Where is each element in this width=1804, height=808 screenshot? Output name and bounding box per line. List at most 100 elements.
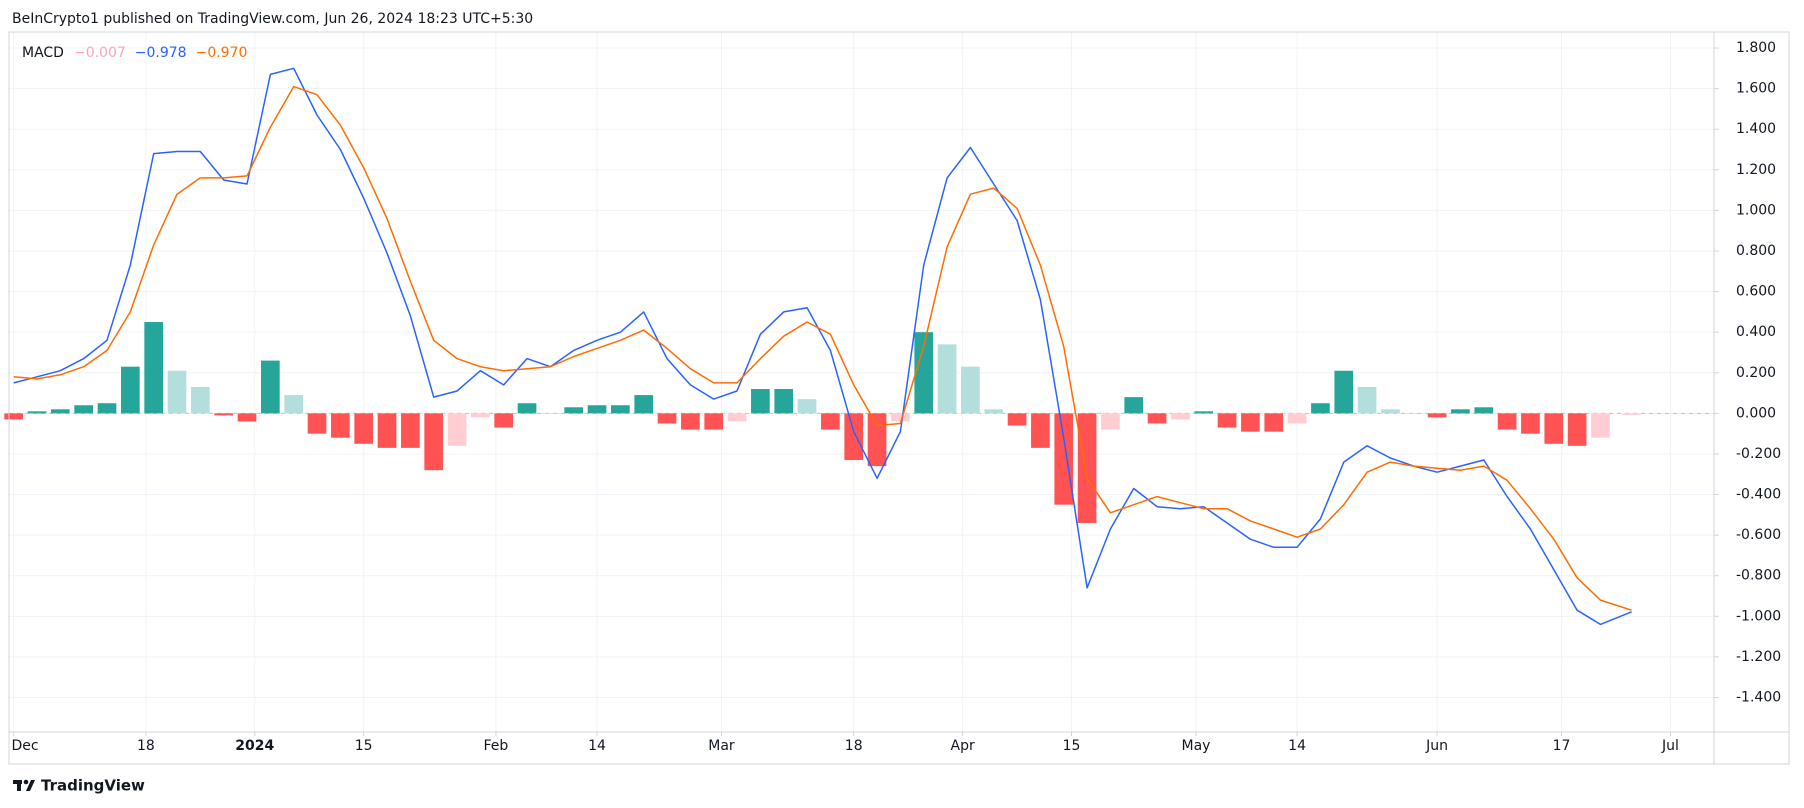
footer-logo (13, 779, 35, 791)
histogram-bar (214, 413, 234, 416)
x-tick-label: 14 (588, 738, 606, 754)
x-tick-label: 2024 (235, 738, 274, 754)
x-tick-label: Jul (1661, 738, 1679, 754)
histogram-bar (1147, 413, 1167, 424)
histogram-bar (704, 413, 724, 430)
histogram-bar (284, 395, 304, 414)
line (13, 85, 1632, 611)
histogram-bar (634, 395, 654, 414)
histogram-bar (961, 366, 980, 414)
histogram-bar (1054, 413, 1074, 505)
y-tick-label: -0.400 (1736, 487, 1781, 503)
histogram-bar (494, 413, 514, 428)
histogram-bar (27, 411, 47, 414)
y-tick-label: 0.400 (1736, 324, 1776, 340)
histogram-bar (844, 413, 864, 461)
histogram-bar (354, 413, 374, 444)
footer: TradingView (41, 777, 145, 795)
legend-title: MACD (22, 45, 64, 61)
histogram-bar (4, 413, 24, 420)
histogram-bar (261, 360, 280, 414)
histogram-bar (1497, 413, 1517, 430)
histogram-bar (1077, 413, 1097, 523)
histogram-bar (1622, 413, 1641, 415)
histogram-bar (377, 413, 397, 448)
legend-value: −0.007 (74, 45, 126, 61)
x-tick-label: 15 (355, 738, 373, 754)
histogram-bar (307, 413, 327, 434)
histogram-bar (191, 386, 210, 414)
x-tick-label: Apr (951, 738, 975, 754)
histogram-bar (1311, 403, 1330, 414)
histogram-bar (97, 403, 117, 414)
histogram-bar (121, 366, 140, 414)
histogram-bar (1217, 413, 1237, 428)
y-tick-label: -0.800 (1736, 568, 1781, 584)
histogram-bar (891, 413, 910, 422)
legend-value: −0.978 (135, 45, 187, 61)
histogram-bar (564, 407, 584, 414)
line (13, 67, 1632, 626)
y-tick-label: -0.600 (1736, 527, 1781, 543)
histogram-bar (401, 413, 420, 448)
y-tick-label: 0.200 (1736, 365, 1776, 381)
x-tick-label: May (1181, 738, 1210, 754)
histogram-bar (51, 409, 70, 414)
histogram-bar (1287, 413, 1307, 424)
histogram-bar (984, 409, 1004, 414)
histogram-bar (471, 413, 490, 418)
histogram-bar (587, 405, 607, 414)
histogram-bar (541, 413, 560, 414)
histogram-bar (681, 413, 700, 430)
histogram-bar (657, 413, 677, 424)
histogram-bar (517, 403, 537, 414)
histogram-bar (424, 413, 444, 471)
y-tick-label: 0.600 (1736, 284, 1776, 300)
histogram-bar (1264, 413, 1284, 432)
x-tick-label: 18 (845, 738, 863, 754)
histogram-bar (1567, 413, 1587, 446)
histogram-bar (611, 405, 630, 414)
histogram-bar (74, 405, 94, 414)
histogram-bar (751, 389, 770, 414)
histogram-bar (144, 322, 164, 414)
x-tick-label: 17 (1553, 738, 1571, 754)
histogram-bar (1451, 409, 1470, 414)
histogram-bar (1474, 407, 1494, 414)
header: BeInCrypto1 published on TradingView.com… (12, 11, 533, 27)
y-tick-label: 1.000 (1736, 202, 1776, 218)
histogram-bar (1124, 397, 1144, 414)
histogram-bar (867, 413, 887, 467)
histogram-bar (1544, 413, 1564, 444)
y-tick-label: -1.400 (1736, 689, 1781, 705)
histogram-bar (1171, 413, 1190, 420)
histogram-bar (1007, 413, 1027, 426)
pane-border (8, 31, 1790, 765)
y-tick-label: -1.000 (1736, 608, 1781, 624)
y-tick-label: 0.000 (1736, 405, 1776, 421)
x-tick-label: Feb (484, 738, 509, 754)
histogram-bar (447, 413, 467, 446)
histogram-bar (1101, 413, 1120, 430)
histogram-bar (237, 413, 257, 422)
y-tick-label: 1.600 (1736, 81, 1776, 97)
histogram-bar (331, 413, 350, 438)
histogram-bar (914, 332, 934, 414)
y-tick-label: -0.200 (1736, 446, 1781, 462)
histogram-bar (1381, 409, 1400, 414)
x-tick-label: 15 (1063, 738, 1081, 754)
histogram-bar (797, 399, 817, 414)
histogram-bar (167, 370, 187, 414)
histogram-bar (1194, 411, 1214, 414)
histogram-bar (1591, 413, 1610, 438)
histogram-bar (1521, 413, 1540, 434)
legend-value: −0.970 (196, 45, 248, 61)
y-tick-label: -1.200 (1736, 649, 1781, 665)
histogram-bar (1404, 413, 1424, 414)
histogram-bar (774, 389, 794, 414)
x-tick-label: 18 (137, 738, 155, 754)
x-tick-label: Jun (1425, 738, 1448, 754)
y-tick-label: 1.200 (1736, 162, 1776, 178)
histogram-bar (821, 413, 840, 430)
